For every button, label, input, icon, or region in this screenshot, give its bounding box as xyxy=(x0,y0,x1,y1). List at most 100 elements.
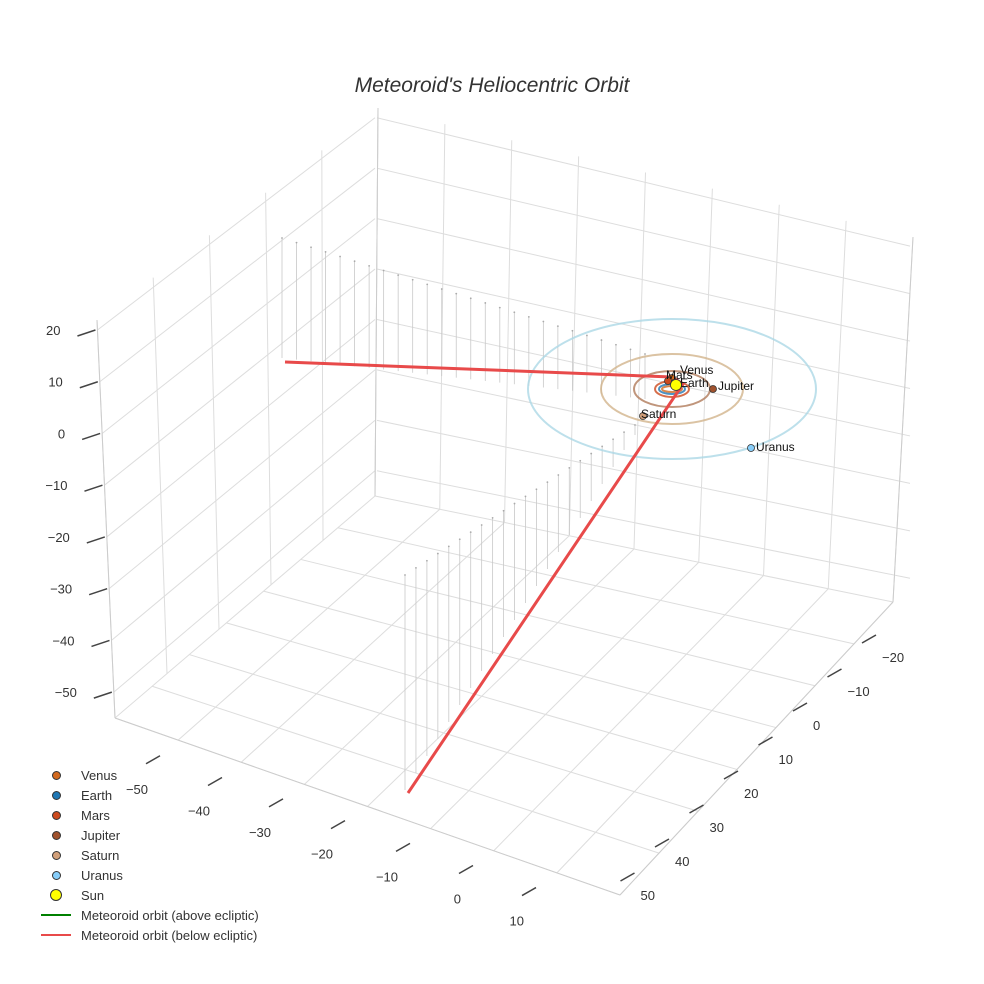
z-tick-mark xyxy=(84,484,103,492)
drop-marker xyxy=(590,452,593,455)
drop-marker xyxy=(644,353,646,355)
x-tick-label: −40 xyxy=(188,804,210,819)
z-tick-mark xyxy=(88,587,108,596)
x-tick-mark xyxy=(207,776,223,787)
x-grid-line xyxy=(321,150,324,541)
z-tick-mark xyxy=(81,432,101,441)
meteoroid-orbit xyxy=(284,360,686,794)
legend-item[interactable]: Meteoroid orbit (below ecliptic) xyxy=(36,925,259,945)
z-tick-label: −40 xyxy=(52,633,74,648)
legend-item[interactable]: Saturn xyxy=(36,845,259,865)
drop-marker xyxy=(404,574,406,576)
x-tick-mark xyxy=(458,864,474,875)
legend-item[interactable]: Venus xyxy=(36,765,259,785)
planet-label-jupiter: Jupiter xyxy=(718,379,754,393)
y-tick-label: 20 xyxy=(744,786,758,801)
drop-marker xyxy=(600,339,603,341)
x-tick-mark xyxy=(395,842,411,853)
frame-edge xyxy=(892,236,914,603)
floor-grid-line xyxy=(493,575,764,852)
drop-marker xyxy=(281,237,283,239)
legend[interactable]: Venus Earth Mars Jupiter Saturn Uranus Sun Mete… xyxy=(36,765,259,945)
legend-label: Mars xyxy=(81,807,110,823)
planet-label-uranus: Uranus xyxy=(756,440,795,454)
drop-marker xyxy=(469,297,472,300)
legend-line-swatch xyxy=(41,934,71,936)
z-grid-line xyxy=(376,218,911,342)
planet-uranus[interactable] xyxy=(747,444,755,452)
frame-edge xyxy=(374,107,379,497)
legend-item[interactable]: Uranus xyxy=(36,865,259,885)
z-grid-line xyxy=(111,419,376,641)
drop-marker xyxy=(513,311,516,314)
z-tick-label: −20 xyxy=(48,530,70,545)
z-tick-label: 0 xyxy=(58,426,65,441)
z-grid-line xyxy=(113,470,376,693)
drop-marker xyxy=(502,509,505,512)
legend-marker xyxy=(51,850,61,860)
legend-line-swatch xyxy=(41,914,71,916)
drop-marker xyxy=(557,474,560,476)
legend-item[interactable]: Meteoroid orbit (above ecliptic) xyxy=(36,905,259,925)
legend-swatch xyxy=(36,925,76,945)
legend-label: Jupiter xyxy=(81,827,121,843)
planet-label-earth: Earth xyxy=(680,376,709,390)
x-tick-label: −30 xyxy=(249,825,271,840)
drop-marker xyxy=(629,348,632,351)
z-tick-label: 20 xyxy=(46,323,60,338)
drop-marker xyxy=(397,274,400,277)
legend-label: Meteoroid orbit (below ecliptic) xyxy=(81,927,258,943)
drop-marker xyxy=(440,288,443,290)
drop-marker xyxy=(546,481,549,484)
drop-marker xyxy=(458,538,461,541)
drop-marker xyxy=(556,325,559,328)
x-tick-label: 0 xyxy=(454,891,461,906)
x-tick-label: −10 xyxy=(376,869,398,884)
x-tick-mark xyxy=(521,886,537,897)
legend-item[interactable]: Earth xyxy=(36,785,259,805)
legend-label: Earth xyxy=(81,787,113,803)
z-grid-line xyxy=(101,218,376,434)
meteoroid-path-incoming xyxy=(284,360,673,379)
legend-swatch xyxy=(36,845,76,865)
floor-grid-line xyxy=(114,495,376,719)
drop-marker xyxy=(295,241,298,244)
sun-marker[interactable] xyxy=(670,379,682,391)
legend-marker xyxy=(51,830,61,840)
y-tick-label: 10 xyxy=(779,752,793,767)
y-grid-line xyxy=(633,172,646,550)
y-grid-line xyxy=(568,156,580,536)
legend-item[interactable]: Sun xyxy=(36,885,259,905)
planet-orbits xyxy=(527,318,817,460)
floor-grid-line xyxy=(430,561,700,829)
planet-jupiter[interactable] xyxy=(709,385,717,393)
chart-title: Meteoroid's Heliocentric Orbit xyxy=(354,74,630,97)
z-tick-label: −50 xyxy=(55,685,77,700)
legend-swatch xyxy=(36,905,76,925)
legend-swatch xyxy=(36,825,76,845)
z-grid-line xyxy=(376,419,911,532)
z-grid-line xyxy=(376,470,911,579)
legend-swatch xyxy=(36,865,76,885)
y-tick-mark xyxy=(827,668,842,678)
y-tick-mark xyxy=(861,634,877,644)
z-grid-line xyxy=(99,167,376,383)
orbit-saturn xyxy=(600,353,744,425)
drop-marker xyxy=(612,438,614,441)
y-tick-label: 0 xyxy=(813,718,820,733)
frame-edge xyxy=(619,601,894,896)
drop-marker xyxy=(310,246,312,249)
legend-swatch xyxy=(36,885,76,905)
planet-saturn[interactable] xyxy=(639,412,647,420)
legend-label: Venus xyxy=(81,767,118,783)
floor-grid-line xyxy=(240,522,505,763)
y-grid-line xyxy=(827,220,847,589)
drop-marker xyxy=(480,524,483,526)
legend-item[interactable]: Mars xyxy=(36,805,259,825)
y-tick-mark xyxy=(689,804,704,814)
floor-grid-line xyxy=(556,588,829,874)
planet-mars[interactable] xyxy=(664,377,672,385)
legend-marker xyxy=(50,889,62,901)
legend-item[interactable]: Jupiter xyxy=(36,825,259,845)
